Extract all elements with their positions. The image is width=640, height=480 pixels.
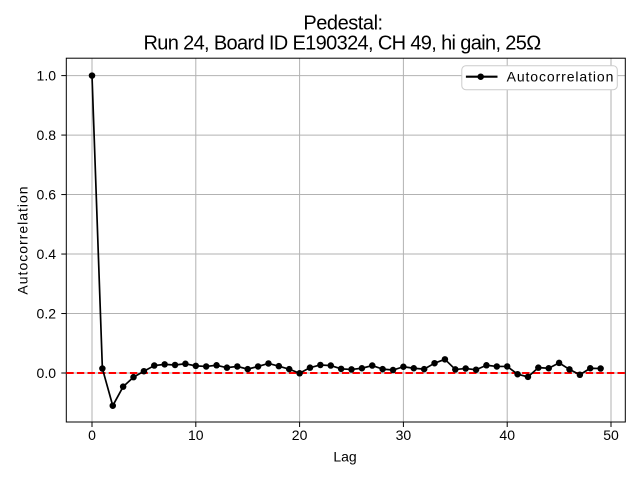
- svg-text:Pedestal:: Pedestal:: [303, 13, 382, 35]
- svg-text:0.8: 0.8: [37, 127, 57, 143]
- svg-text:Autocorrelation: Autocorrelation: [14, 185, 30, 294]
- svg-text:1.0: 1.0: [37, 68, 57, 84]
- svg-text:30: 30: [396, 427, 412, 443]
- svg-text:0.6: 0.6: [37, 187, 57, 203]
- svg-text:10: 10: [188, 427, 204, 443]
- svg-text:40: 40: [499, 427, 515, 443]
- svg-text:0: 0: [88, 427, 96, 443]
- svg-text:0.4: 0.4: [37, 246, 57, 262]
- svg-text:50: 50: [603, 427, 619, 443]
- svg-text:20: 20: [292, 427, 308, 443]
- svg-text:Lag: Lag: [333, 448, 356, 464]
- svg-text:0.0: 0.0: [37, 365, 57, 381]
- svg-text:Run 24, Board ID E190324, CH 4: Run 24, Board ID E190324, CH 49, hi gain…: [143, 33, 541, 55]
- svg-text:0.2: 0.2: [37, 306, 57, 322]
- svg-text:Autocorrelation: Autocorrelation: [507, 69, 615, 85]
